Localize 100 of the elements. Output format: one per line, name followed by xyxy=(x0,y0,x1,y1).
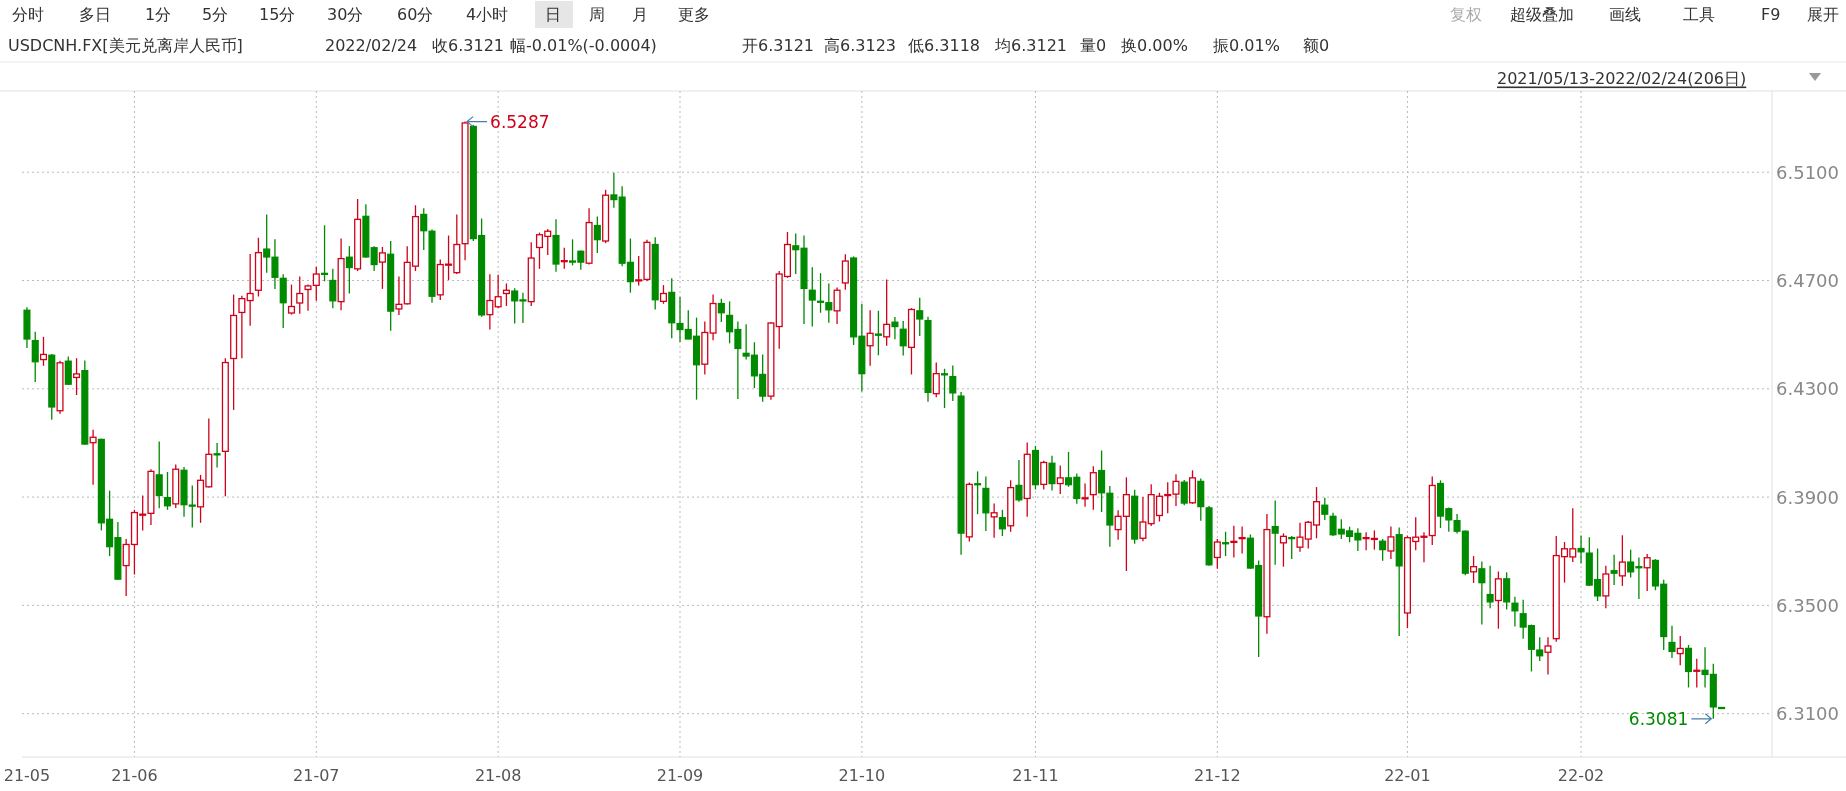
candlestick xyxy=(1602,565,1610,610)
candlestick xyxy=(1213,538,1221,570)
text: 日 xyxy=(545,4,561,24)
text: 1分 xyxy=(145,4,172,24)
candlestick xyxy=(1684,644,1693,689)
candlestick xyxy=(593,215,601,254)
y-tick-label: 6.5100 xyxy=(1776,161,1839,183)
text: 更多 xyxy=(678,4,710,24)
candlestick xyxy=(89,429,97,486)
candlestick xyxy=(899,320,907,357)
candlestick xyxy=(1288,535,1296,560)
x-tick-label: 21-05 xyxy=(3,765,51,785)
candlestick xyxy=(949,364,957,402)
candlestick xyxy=(1478,560,1486,626)
candlestick xyxy=(833,286,841,325)
text: 分时 xyxy=(12,4,44,24)
candlestick xyxy=(31,331,39,383)
candlestick xyxy=(502,282,510,307)
candlestick xyxy=(1486,565,1494,610)
candlestick xyxy=(420,207,428,251)
candlestick xyxy=(990,502,998,539)
candlestick xyxy=(1139,496,1147,542)
candlestick xyxy=(1693,658,1701,689)
text: 振0.01% xyxy=(1213,35,1280,55)
x-tick-label: 21-10 xyxy=(838,765,886,785)
candlestick xyxy=(1503,571,1511,611)
candlestick xyxy=(1222,531,1230,557)
text: 5分 xyxy=(202,4,229,24)
candlestick xyxy=(1279,532,1287,568)
annotation: 6.3081 xyxy=(1628,708,1689,729)
candlestick xyxy=(1387,525,1395,560)
candlestick xyxy=(287,283,296,316)
candlestick xyxy=(1470,555,1478,584)
x-tick-label: 21-07 xyxy=(293,765,340,785)
text: 均6.3121 xyxy=(994,35,1067,55)
candlestick xyxy=(39,336,48,367)
candlestick xyxy=(974,470,982,515)
candlestick xyxy=(1048,455,1056,492)
text: 4小时 xyxy=(466,4,509,24)
candlestick xyxy=(238,295,246,359)
candlestick xyxy=(321,224,329,282)
candlestick xyxy=(213,442,221,469)
candlestick xyxy=(64,355,72,386)
candlestick xyxy=(610,172,618,209)
text: 额0 xyxy=(1303,35,1330,55)
candlestick xyxy=(659,284,668,305)
candlestick xyxy=(560,247,568,270)
candlestick xyxy=(329,268,337,309)
x-tick-label: 22-02 xyxy=(1557,765,1605,785)
text: 周 xyxy=(589,4,605,24)
text: 复权 xyxy=(1450,4,1482,24)
x-tick-label: 21-08 xyxy=(474,765,522,785)
text: F9 xyxy=(1761,4,1781,24)
candlestick xyxy=(1180,479,1188,506)
candlestick xyxy=(246,253,254,327)
text: 30分 xyxy=(327,4,364,24)
text: 工具 xyxy=(1683,4,1715,24)
text: 多日 xyxy=(79,4,111,24)
x-tick-label: 21-09 xyxy=(656,765,704,785)
candlestick xyxy=(1098,449,1106,513)
text: 幅-0.01%(-0.0004) xyxy=(510,35,657,55)
candlestick xyxy=(1089,465,1097,511)
y-tick-label: 6.3100 xyxy=(1776,703,1839,725)
text: 超级叠加 xyxy=(1510,4,1574,24)
text: 月 xyxy=(632,4,648,24)
candlestick xyxy=(1494,570,1502,630)
candlestick xyxy=(1618,534,1626,587)
y-tick-label: 6.3500 xyxy=(1776,594,1839,616)
text: 2021/05/13-2022/02/24(206日) xyxy=(1497,68,1747,88)
text: 60分 xyxy=(397,4,434,24)
candlestick xyxy=(1643,553,1651,592)
text: 15分 xyxy=(259,4,296,24)
candlestick xyxy=(395,275,403,316)
candlestick xyxy=(874,310,882,356)
candlestick xyxy=(841,253,849,291)
text: 收6.3121 xyxy=(432,35,504,55)
candlestick xyxy=(370,245,378,272)
y-tick-label: 6.4300 xyxy=(1776,378,1839,400)
x-tick-label: 21-11 xyxy=(1012,765,1059,785)
candlestick xyxy=(916,297,924,337)
candlestick xyxy=(998,509,1006,537)
candlestick xyxy=(1040,460,1048,491)
x-tick-label: 21-12 xyxy=(1194,765,1241,785)
candlestick xyxy=(378,246,386,290)
candlestick xyxy=(932,361,940,398)
text: 量0 xyxy=(1080,35,1107,55)
candlestick xyxy=(866,309,874,367)
y-tick-label: 6.4700 xyxy=(1776,270,1839,292)
candlestick xyxy=(1577,534,1585,565)
candlestick xyxy=(808,266,816,328)
annotation: 6.5287 xyxy=(490,111,550,132)
chart-title: USDCNH.FX[美元兑离岸人民币] xyxy=(8,35,243,55)
candlestick xyxy=(1015,459,1023,503)
candlestick xyxy=(717,298,725,323)
candlestick xyxy=(486,273,494,331)
candlestick xyxy=(1668,625,1676,659)
candlestick xyxy=(1676,635,1684,666)
candlestick xyxy=(345,245,353,295)
candlestick xyxy=(1379,538,1387,562)
candlestick xyxy=(1056,464,1064,495)
